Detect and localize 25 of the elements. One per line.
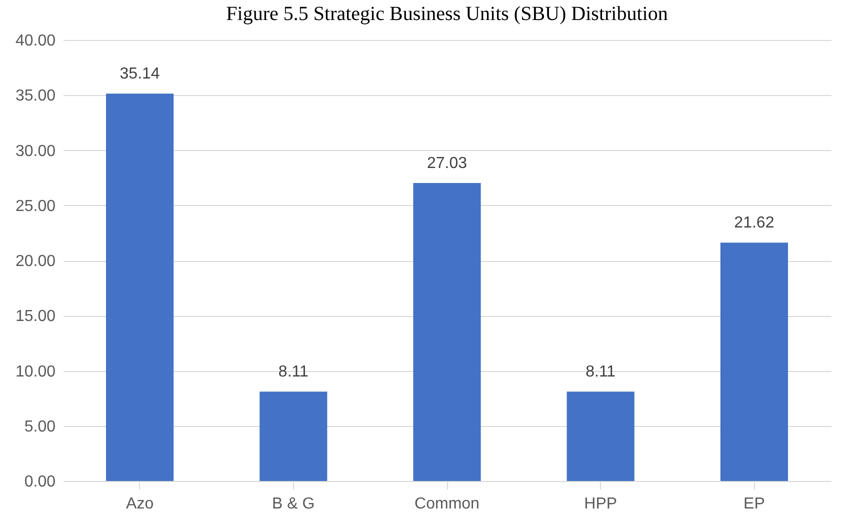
chart-title: Figure 5.5 Strategic Business Units (SBU) Distribution xyxy=(226,3,668,25)
x-tick-label: Common xyxy=(414,496,480,512)
y-tick-label: 15.00 xyxy=(15,308,56,326)
data-label: 8.11 xyxy=(278,364,308,381)
y-tick-label: 40.00 xyxy=(15,32,56,50)
x-tick-label: HPP xyxy=(584,496,618,512)
bar xyxy=(720,242,788,481)
x-tick-label: EP xyxy=(744,496,765,512)
y-tick-label: 30.00 xyxy=(15,142,56,160)
y-tick-label: 35.00 xyxy=(15,88,56,105)
bar xyxy=(413,182,481,481)
y-tick-label: 10.00 xyxy=(15,363,56,380)
bar xyxy=(106,94,174,481)
data-label: 35.14 xyxy=(120,66,160,83)
y-tick-label: 0.00 xyxy=(24,474,56,490)
data-label: 21.62 xyxy=(734,214,774,232)
bar xyxy=(566,392,634,481)
bar xyxy=(260,392,328,481)
data-label: 8.11 xyxy=(586,364,616,381)
x-tick-label: B & G xyxy=(272,496,315,512)
data-label: 27.03 xyxy=(426,154,468,172)
x-tick-label: Azo xyxy=(126,496,154,512)
y-tick-label: 25.00 xyxy=(15,198,56,215)
y-tick-label: 5.00 xyxy=(24,418,56,436)
y-tick-label: 20.00 xyxy=(15,253,56,270)
